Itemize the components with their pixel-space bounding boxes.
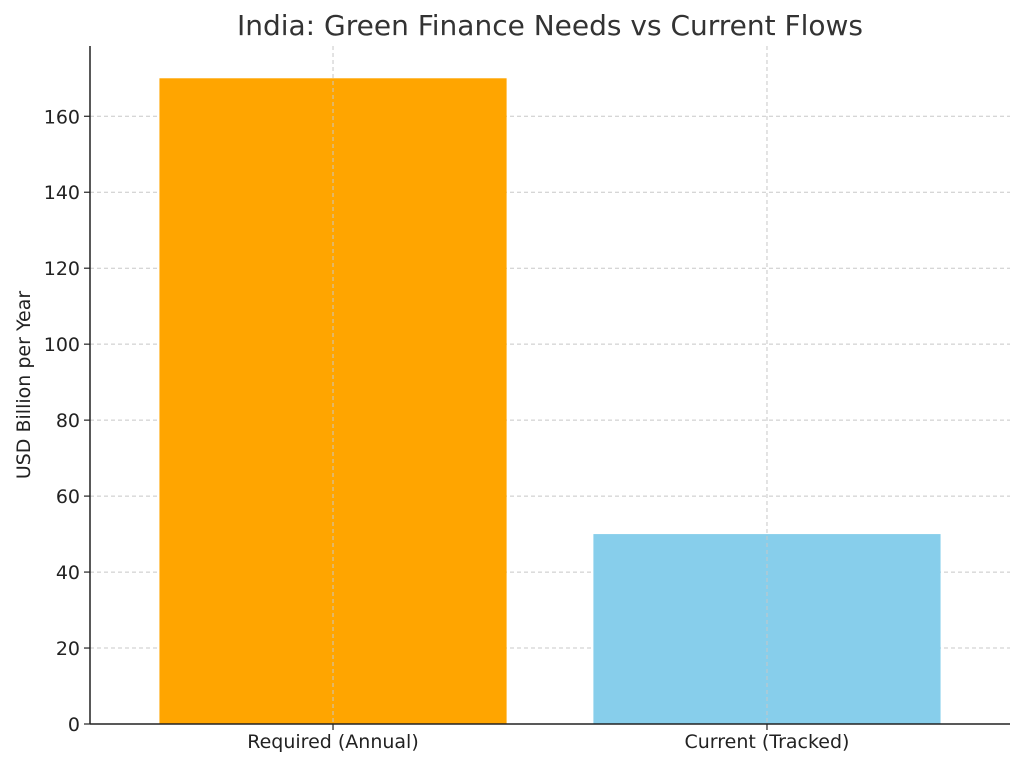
chart-title: India: Green Finance Needs vs Current Fl…	[237, 9, 863, 42]
y-tick-label-60: 60	[56, 486, 80, 508]
y-ticks-layer: 0 20 40 60 80 100 120 140 160	[44, 106, 90, 736]
y-tick-label-120: 120	[44, 258, 80, 280]
y-tick-label-100: 100	[44, 334, 80, 356]
y-tick-label-80: 80	[56, 410, 80, 432]
y-tick-label-20: 20	[56, 638, 80, 660]
bars-layer	[159, 78, 941, 725]
x-tick-label-1: Current (Tracked)	[684, 731, 849, 753]
x-tick-label-0: Required (Annual)	[247, 731, 418, 753]
y-tick-label-0: 0	[68, 714, 80, 736]
y-axis-label: USD Billion per Year	[13, 291, 35, 480]
y-tick-label-40: 40	[56, 562, 80, 584]
axes-layer	[89, 46, 1010, 725]
x-ticks-layer: Required (Annual) Current (Tracked)	[247, 724, 849, 753]
y-tick-label-140: 140	[44, 182, 80, 204]
y-tick-label-160: 160	[44, 106, 80, 128]
vertical-grid-layer	[332, 46, 768, 724]
